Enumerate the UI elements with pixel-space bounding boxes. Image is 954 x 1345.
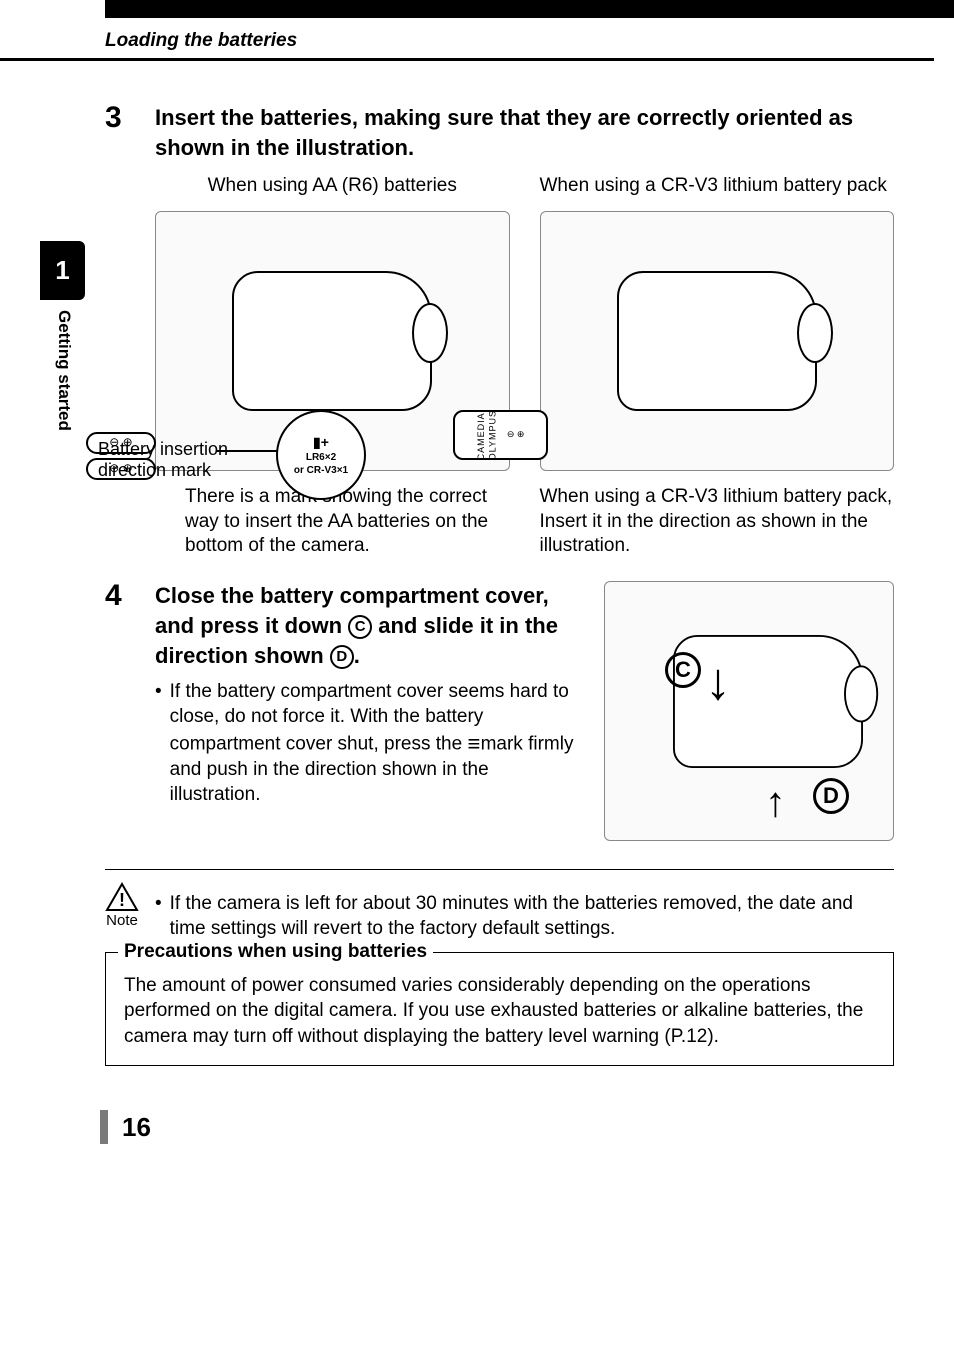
footer-mark-icon xyxy=(100,1110,108,1144)
circled-d-icon: D xyxy=(330,645,354,669)
callout-label: Battery insertion direction mark xyxy=(98,439,228,482)
step4-text-column: Close the battery compartment cover, and… xyxy=(155,581,576,841)
step-content: Insert the batteries, making sure that t… xyxy=(155,103,894,559)
step-title: Close the battery compartment cover, and… xyxy=(155,581,576,670)
aa-battery-column: When using AA (R6) batteries ⊖ ⊕ ⊖ ⊕ ▮+ xyxy=(155,174,510,559)
chapter-side-tab: 1 Getting started xyxy=(40,241,85,431)
step-number: 3 xyxy=(105,103,129,559)
bullet-icon: • xyxy=(155,680,162,807)
note-bullet: • If the camera is left for about 30 min… xyxy=(155,892,894,941)
note-text: If the camera is left for about 30 minut… xyxy=(170,892,894,941)
page-body: 1 Getting started 3 Insert the batteries… xyxy=(0,61,954,1086)
circled-c-icon: C xyxy=(348,615,372,639)
step-4: 4 Close the battery compartment cover, a… xyxy=(105,581,894,841)
crv3-body-text: When using a CR-V3 lithium battery pack,… xyxy=(540,485,895,559)
battery-columns: When using AA (R6) batteries ⊖ ⊕ ⊖ ⊕ ▮+ xyxy=(155,174,894,559)
step-content: Close the battery compartment cover, and… xyxy=(155,581,894,841)
arrow-down-icon: ↓ xyxy=(705,652,731,712)
chapter-label: Getting started xyxy=(54,300,74,431)
step4-bullet: • If the battery compartment cover seems… xyxy=(155,680,576,807)
crv3-battery-column: When using a CR-V3 lithium battery pack … xyxy=(540,174,895,559)
battery-spec: LR6×2 xyxy=(306,451,336,464)
page-footer: 16 xyxy=(0,1086,954,1164)
precautions-legend: Precautions when using batteries xyxy=(118,941,433,963)
step4-bullet-text: If the battery compartment cover seems h… xyxy=(170,680,576,807)
direction-mark-callout: ▮+ LR6×2 or CR-V3×1 xyxy=(276,410,366,500)
step-number: 4 xyxy=(105,581,129,841)
precautions-body: The amount of power consumed varies cons… xyxy=(124,973,875,1050)
close-cover-diagram: C ↓ ↑ D xyxy=(604,581,894,841)
section-heading: Loading the batteries xyxy=(0,18,934,61)
crv3-battery-diagram: CAMEDIA OLYMPUS ⊖ ⊕ xyxy=(540,211,895,471)
step-title: Insert the batteries, making sure that t… xyxy=(155,103,894,162)
circled-c-icon: C xyxy=(665,652,701,688)
crv3-caption: When using a CR-V3 lithium battery pack xyxy=(540,174,895,199)
lens-icon xyxy=(797,303,833,363)
note-block: ! Note • If the camera is left for about… xyxy=(105,882,894,941)
page-number: 16 xyxy=(122,1112,151,1143)
divider xyxy=(105,869,894,870)
lens-icon xyxy=(412,303,448,363)
svg-text:!: ! xyxy=(119,890,125,910)
camera-illustration xyxy=(232,271,432,411)
note-icon-group: ! Note xyxy=(105,882,139,929)
lens-icon xyxy=(844,666,878,723)
camera-illustration xyxy=(673,635,863,768)
bullet-icon: • xyxy=(155,892,162,941)
chapter-number-badge: 1 xyxy=(40,241,85,300)
top-black-bar xyxy=(105,0,954,18)
warning-icon: ! xyxy=(105,882,139,912)
crv3-pack-icon: CAMEDIA OLYMPUS ⊖ ⊕ xyxy=(453,410,548,460)
battery-spec: or CR-V3×1 xyxy=(294,464,348,477)
circled-d-icon: D xyxy=(813,778,849,814)
precautions-box: Precautions when using batteries The amo… xyxy=(105,952,894,1067)
step-3: 3 Insert the batteries, making sure that… xyxy=(105,103,894,559)
arrow-up-icon: ↑ xyxy=(765,778,786,826)
camera-illustration xyxy=(617,271,817,411)
note-label: Note xyxy=(105,912,139,929)
aa-body-text: There is a mark showing the correct way … xyxy=(185,485,510,559)
aa-caption: When using AA (R6) batteries xyxy=(155,174,510,199)
